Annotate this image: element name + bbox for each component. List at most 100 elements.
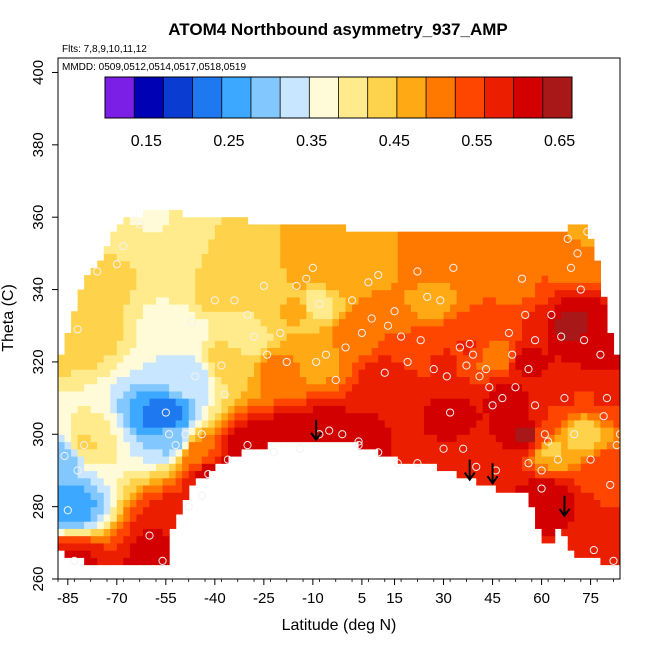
heatmap-cell bbox=[58, 434, 66, 443]
heatmap-cell bbox=[142, 463, 151, 472]
heatmap-cell bbox=[110, 304, 118, 312]
chart-title: ATOM4 Northbound asymmetry_937_AMP bbox=[168, 20, 507, 39]
heatmap-cell bbox=[162, 484, 170, 493]
heatmap-cell bbox=[71, 354, 79, 363]
heatmap-cell bbox=[352, 304, 360, 312]
heatmap-cell bbox=[103, 419, 111, 428]
heatmap-cell bbox=[463, 405, 471, 414]
heatmap-cell bbox=[365, 332, 373, 341]
heatmap-cell bbox=[384, 434, 392, 443]
heatmap-cell bbox=[306, 419, 314, 428]
heatmap-cell bbox=[561, 455, 569, 464]
heatmap-cell bbox=[142, 557, 151, 566]
heatmap-cell bbox=[417, 311, 425, 320]
heatmap-cell bbox=[397, 383, 405, 392]
heatmap-cell bbox=[502, 296, 510, 305]
heatmap-cell bbox=[463, 318, 471, 327]
heatmap-cell bbox=[58, 492, 66, 501]
heatmap-cell bbox=[188, 304, 196, 312]
heatmap-cell bbox=[443, 398, 451, 406]
heatmap-cell bbox=[580, 542, 588, 551]
heatmap-cell bbox=[469, 376, 477, 385]
heatmap-cell bbox=[365, 419, 373, 428]
heatmap-cell bbox=[541, 246, 549, 254]
heatmap-cell bbox=[495, 412, 503, 421]
heatmap-cell bbox=[325, 311, 334, 320]
heatmap-cell bbox=[430, 246, 438, 254]
heatmap-cell bbox=[410, 296, 419, 305]
heatmap-cell bbox=[528, 405, 536, 414]
heatmap-cell bbox=[188, 340, 196, 349]
heatmap-cell bbox=[567, 246, 575, 254]
heatmap-cell bbox=[90, 267, 98, 276]
heatmap-cell bbox=[593, 376, 601, 385]
heatmap-cell bbox=[123, 340, 131, 349]
heatmap-cell bbox=[234, 412, 242, 421]
heatmap-cell bbox=[600, 455, 608, 464]
heatmap-cell bbox=[319, 260, 327, 269]
heatmap-cell bbox=[260, 441, 268, 450]
heatmap-cell bbox=[352, 231, 360, 240]
heatmap-cell bbox=[123, 535, 131, 544]
heatmap-cell bbox=[469, 253, 477, 262]
heatmap-cell bbox=[613, 441, 620, 450]
heatmap-cell bbox=[561, 267, 569, 276]
heatmap-cell bbox=[293, 238, 301, 247]
heatmap-cell bbox=[325, 354, 334, 363]
heatmap-cell bbox=[182, 347, 190, 356]
heatmap-cell bbox=[247, 231, 255, 240]
heatmap-cell bbox=[332, 224, 340, 233]
heatmap-cell bbox=[221, 434, 229, 443]
heatmap-cell bbox=[417, 231, 425, 240]
observation-marker bbox=[524, 365, 533, 374]
heatmap-cell bbox=[489, 318, 497, 327]
heatmap-cell bbox=[521, 289, 530, 298]
heatmap-cell bbox=[502, 477, 510, 486]
heatmap-cell bbox=[142, 513, 151, 522]
heatmap-cell bbox=[450, 325, 458, 334]
heatmap-cell bbox=[613, 383, 620, 392]
heatmap-cell bbox=[548, 477, 556, 486]
heatmap-cell bbox=[430, 318, 438, 327]
heatmap-cell bbox=[97, 376, 105, 385]
heatmap-cell bbox=[521, 246, 530, 254]
heatmap-cell bbox=[365, 289, 373, 298]
heatmap-cell bbox=[384, 383, 392, 392]
heatmap-cell bbox=[574, 492, 582, 501]
heatmap-cell bbox=[345, 325, 353, 334]
heatmap-cell bbox=[410, 419, 419, 428]
heatmap-cell bbox=[410, 282, 419, 291]
heatmap-cell bbox=[443, 296, 451, 305]
heatmap-cell bbox=[352, 246, 360, 254]
heatmap-cell bbox=[365, 369, 373, 377]
heatmap-cell bbox=[273, 282, 281, 291]
heatmap-cell bbox=[293, 390, 301, 399]
heatmap-cell bbox=[267, 311, 275, 320]
heatmap-cell bbox=[437, 282, 445, 291]
heatmap-cell bbox=[574, 231, 582, 240]
heatmap-cell bbox=[456, 253, 464, 262]
heatmap-cell bbox=[574, 463, 582, 472]
heatmap-cell bbox=[502, 463, 510, 472]
heatmap-cell bbox=[293, 260, 301, 269]
heatmap-cell bbox=[240, 325, 249, 334]
heatmap-cell bbox=[345, 332, 353, 341]
heatmap-cell bbox=[182, 484, 190, 493]
heatmap-cell bbox=[58, 513, 66, 522]
heatmap-cell bbox=[580, 455, 588, 464]
heatmap-cell bbox=[123, 463, 131, 472]
heatmap-cell bbox=[508, 238, 517, 247]
heatmap-cell bbox=[188, 376, 196, 385]
heatmap-cell bbox=[280, 238, 288, 247]
heatmap-cell bbox=[476, 398, 484, 406]
heatmap-cell bbox=[580, 441, 588, 450]
heatmap-cell bbox=[600, 296, 608, 305]
heatmap-cell bbox=[273, 238, 281, 247]
heatmap-cell bbox=[149, 398, 157, 406]
heatmap-cell bbox=[502, 325, 510, 334]
heatmap-cell bbox=[606, 361, 615, 370]
heatmap-cell bbox=[110, 398, 118, 406]
heatmap-cell bbox=[469, 238, 477, 247]
heatmap-cell bbox=[482, 376, 490, 385]
heatmap-cell bbox=[267, 361, 275, 370]
